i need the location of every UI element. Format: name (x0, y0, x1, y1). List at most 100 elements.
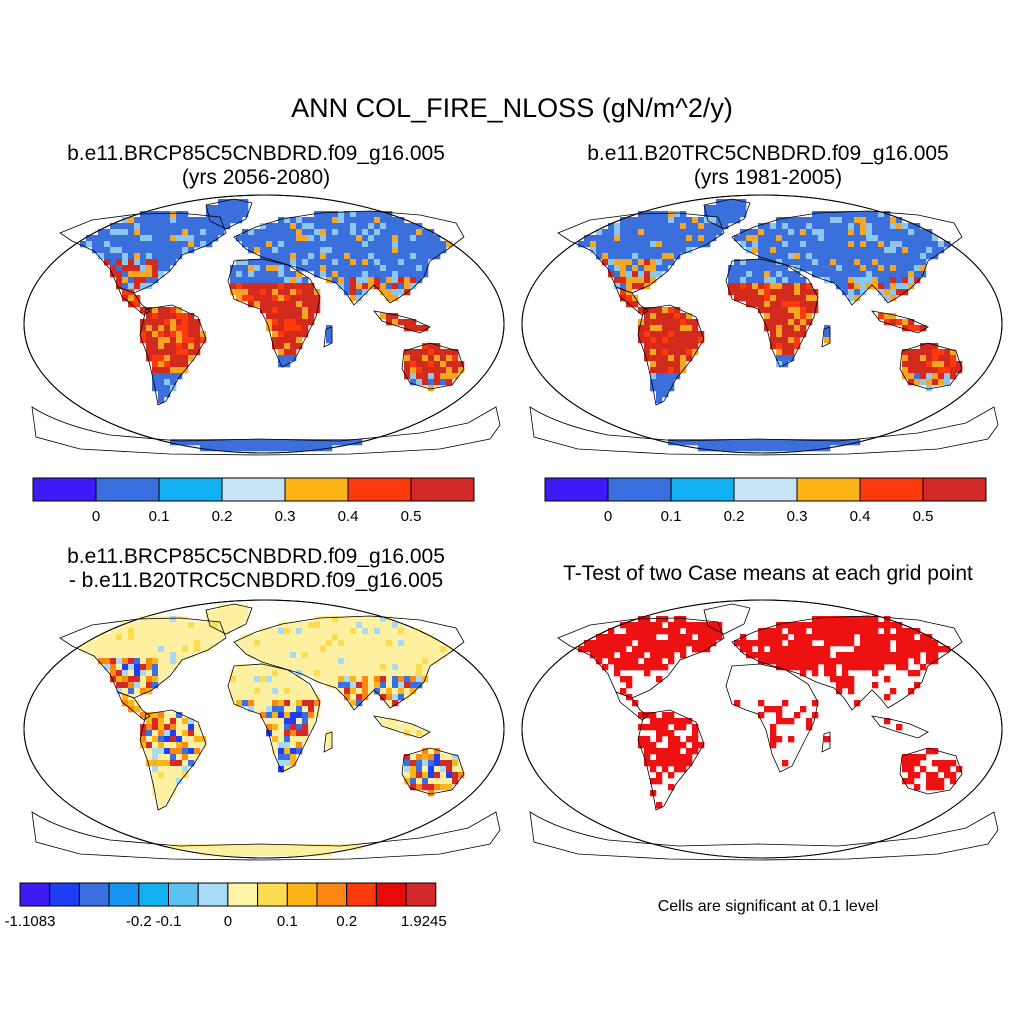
coastline-australia (401, 747, 465, 795)
coastlines (529, 198, 999, 456)
colorbar-tick-label: 0.2 (724, 508, 745, 525)
colorbar-difference: -1.1083 -0.2 -0.1 0 0.1 0.2 1.9245 (5, 882, 447, 930)
coastline-northAmerica (59, 212, 227, 294)
colorbar-tick-label: 0 (604, 508, 612, 525)
coastline-europeAsia (233, 615, 465, 711)
panel-2-years: (yrs 1981-2005) (693, 166, 843, 189)
coastline-indonesia (373, 310, 431, 334)
coastline-centralAmerica (117, 691, 151, 721)
colorbar-tick-label: 0.1 (149, 508, 170, 525)
panel-2-title: b.e11.B20TRC5CNBDRD.f09_g16.005 (yrs 198… (512, 142, 1024, 190)
colorbar-box (405, 882, 437, 907)
colorbar-box (168, 882, 199, 907)
colorbar-box (78, 882, 110, 907)
colorbar-box (733, 477, 798, 502)
coastline-greenland (205, 603, 253, 635)
colorbar-box (607, 477, 672, 502)
coastline-antarctica (31, 406, 501, 456)
coastline-africa (227, 663, 321, 773)
panel-1-case-name: b.e11.BRCP85C5CNBDRD.f09_g16.005 (67, 142, 445, 165)
colorbar-case-1: 0 0.1 0.2 0.3 0.4 0.5 (32, 477, 475, 525)
colorbar-tick-label: -0.2 (126, 913, 152, 930)
colorbar-tick-label: 0 (224, 913, 232, 930)
colorbar-tick-label: 0.2 (336, 913, 357, 930)
coastline-northAmerica (557, 212, 725, 294)
map-panel-case-2 (521, 194, 1003, 456)
map-panel-ttest (521, 599, 1003, 861)
coastline-northAmerica (557, 617, 725, 699)
coastline-centralAmerica (117, 286, 151, 316)
colorbar-box (257, 882, 288, 907)
coastline-madagascar (323, 731, 333, 753)
coastline-africa (227, 258, 321, 368)
colorbar-tick-label: -0.1 (156, 913, 182, 930)
colorbar-tick-label: 1.9245 (401, 913, 447, 930)
colorbar-box (410, 477, 475, 502)
significance-note: Cells are significant at 0.1 level (657, 898, 879, 915)
colorbar-tick-label: 0.5 (913, 508, 934, 525)
colorbar-box (670, 477, 735, 502)
coastline-madagascar (821, 326, 831, 348)
colorbar-tick-label: 0.4 (338, 508, 359, 525)
panel-3-title: b.e11.BRCP85C5CNBDRD.f09_g16.005 - b.e11… (0, 545, 512, 593)
colorbar-box (108, 882, 140, 907)
coastline-greenland (205, 198, 253, 230)
coastline-europeAsia (731, 210, 963, 306)
coastline-europeAsia (731, 615, 963, 711)
coastline-indonesia (871, 715, 929, 739)
panel-1-years: (yrs 2056-2080) (181, 166, 331, 189)
colorbar-box (197, 882, 229, 907)
colorbar-tick-label: 0.5 (401, 508, 422, 525)
coastline-madagascar (323, 326, 333, 348)
coastline-southAmerica (637, 304, 705, 406)
colorbar-box (286, 882, 318, 907)
colorbar-box (158, 477, 223, 502)
colorbar-tick-label: 0 (92, 508, 100, 525)
coastline-centralAmerica (615, 286, 649, 316)
colorbar-box (922, 477, 987, 502)
panel-2-case-name: b.e11.B20TRC5CNBDRD.f09_g16.005 (587, 142, 949, 165)
coastline-northAmerica (59, 617, 227, 699)
coastline-africa (725, 663, 819, 773)
main-title: ANN COL_FIRE_NLOSS (gN/m^2/y) (291, 93, 733, 123)
coastline-antarctica (31, 811, 501, 861)
coastline-southAmerica (139, 304, 207, 406)
coastlines (31, 603, 501, 861)
colorbar-box (346, 882, 377, 907)
colorbar-box (375, 882, 407, 907)
colorbar-box (544, 477, 609, 502)
colorbar-case-2: 0 0.1 0.2 0.3 0.4 0.5 (544, 477, 987, 525)
colorbar-tick-label: 0.3 (787, 508, 808, 525)
colorbar-tick-label: 0.1 (277, 913, 298, 930)
panel-1-title: b.e11.BRCP85C5CNBDRD.f09_g16.005 (yrs 20… (0, 142, 512, 190)
panel-4-title: T-Test of two Case means at each grid po… (563, 562, 973, 585)
coastline-madagascar (821, 731, 831, 753)
coastline-greenland (703, 198, 751, 230)
colorbar-tick-label: 0.3 (275, 508, 296, 525)
coastline-centralAmerica (615, 691, 649, 721)
coastline-southAmerica (139, 709, 207, 811)
panel-3-minus-case: - b.e11.B20TRC5CNBDRD.f09_g16.005 (68, 569, 444, 592)
coastlines (31, 198, 501, 456)
coastline-antarctica (529, 406, 999, 456)
colorbar-box (227, 882, 259, 907)
colorbar-tick-label: 0.1 (661, 508, 682, 525)
colorbar-box (19, 882, 51, 907)
colorbar-box (796, 477, 861, 502)
coastline-indonesia (373, 715, 431, 739)
map-panel-case-1 (23, 194, 505, 456)
colorbar-box (49, 882, 80, 907)
colorbar-tick-label: 0.2 (212, 508, 233, 525)
colorbar-box (316, 882, 348, 907)
colorbar-box (138, 882, 170, 907)
coastline-africa (725, 258, 819, 368)
colorbar-box (32, 477, 97, 502)
coastline-indonesia (871, 310, 929, 334)
colorbar-tick-label: 0.4 (850, 508, 871, 525)
colorbar-box (95, 477, 160, 502)
colorbar-box (221, 477, 286, 502)
colorbar-box (859, 477, 924, 502)
colorbar-tick-label: -1.1083 (5, 913, 56, 930)
coastlines (529, 603, 999, 861)
coastline-antarctica (529, 811, 999, 861)
